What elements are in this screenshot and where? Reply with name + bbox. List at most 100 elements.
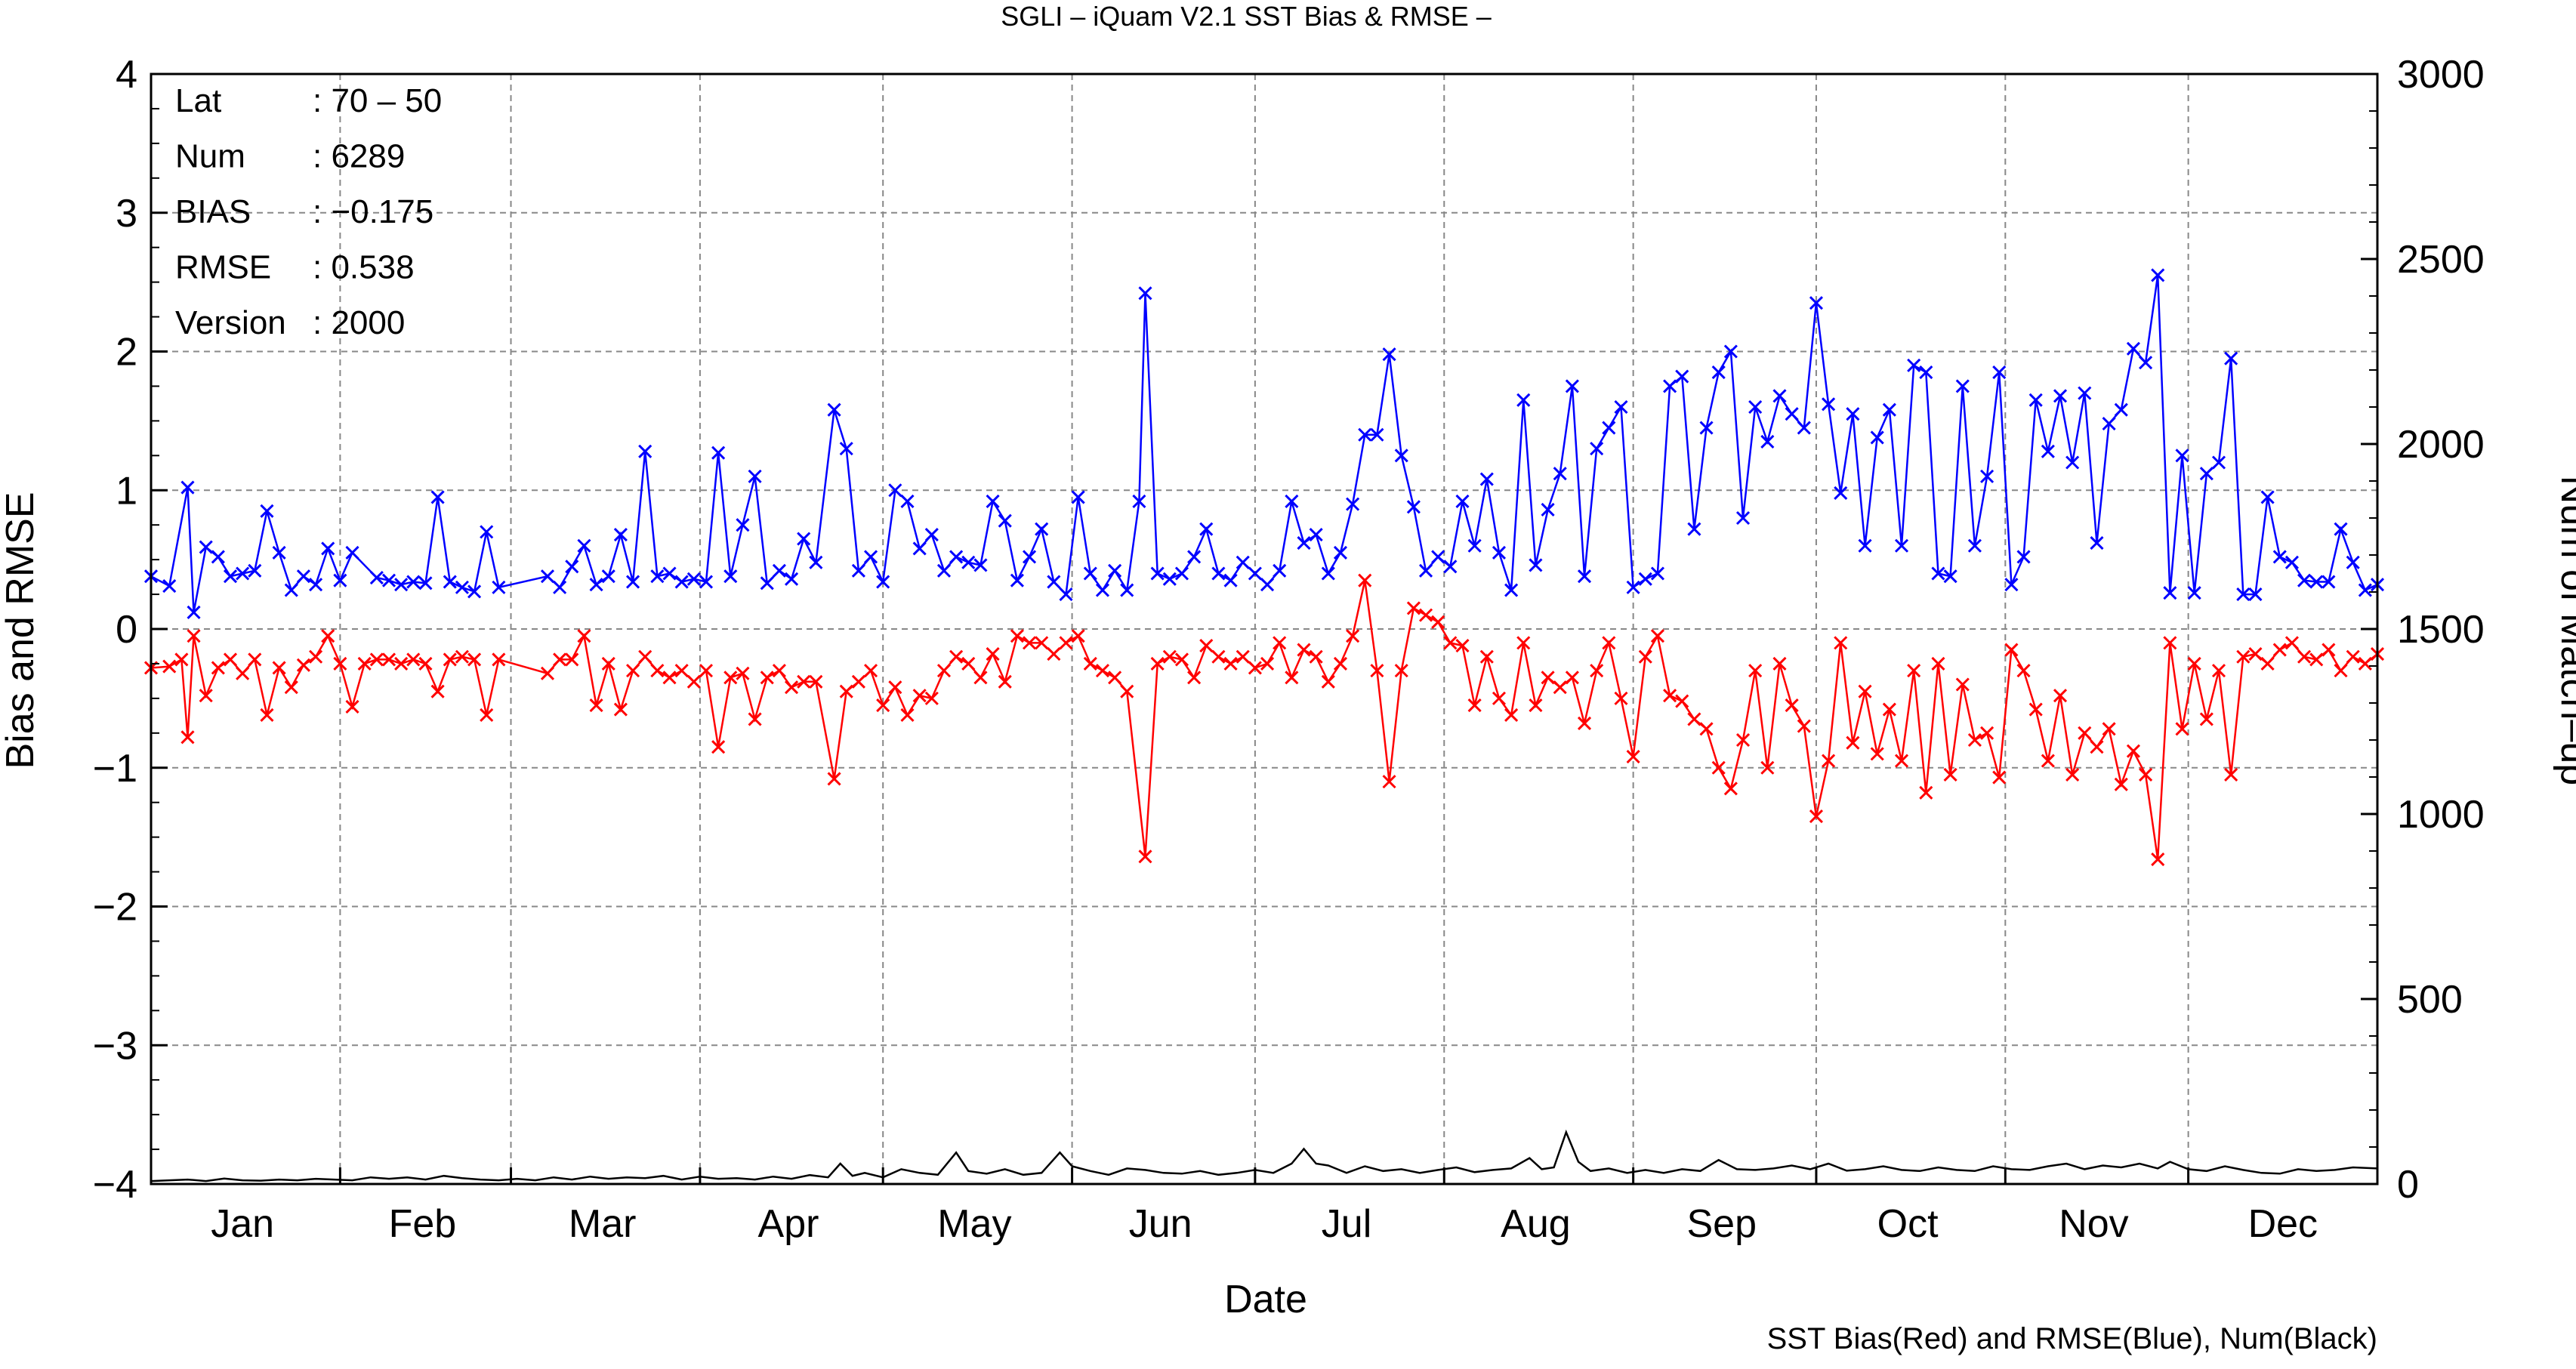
x-tick-label: May bbox=[937, 1202, 1011, 1246]
data-point bbox=[1967, 732, 1982, 748]
data-point bbox=[480, 708, 494, 722]
data-point bbox=[924, 527, 939, 542]
data-point bbox=[1138, 849, 1152, 864]
data-point bbox=[1809, 296, 1824, 310]
data-point bbox=[455, 580, 469, 594]
data-point bbox=[2041, 444, 2055, 458]
data-point bbox=[961, 555, 976, 569]
data-point bbox=[565, 652, 579, 667]
data-point bbox=[1223, 573, 1238, 587]
data-point bbox=[467, 652, 482, 667]
data-point bbox=[2199, 467, 2214, 481]
data-point bbox=[2016, 550, 2031, 564]
data-point bbox=[1108, 671, 1122, 685]
data-point bbox=[1577, 569, 1592, 584]
data-point bbox=[1479, 472, 1494, 486]
data-point bbox=[1602, 636, 1616, 650]
data-point bbox=[1022, 636, 1037, 650]
stat-value: : −0.175 bbox=[313, 193, 433, 230]
data-point bbox=[223, 652, 238, 667]
data-point bbox=[180, 480, 195, 495]
data-point bbox=[2346, 649, 2360, 664]
data-point bbox=[162, 659, 177, 674]
chart-footnote: SST Bias(Red) and RMSE(Blue), Num(Black) bbox=[1767, 1322, 2377, 1355]
data-point bbox=[1870, 430, 1884, 445]
data-point bbox=[1443, 560, 1458, 574]
data-point bbox=[1858, 684, 1872, 698]
data-point bbox=[1797, 719, 1811, 733]
data-point bbox=[406, 652, 421, 667]
data-point bbox=[851, 674, 865, 689]
x-tick-label: Feb bbox=[389, 1202, 457, 1246]
data-point bbox=[2358, 583, 2372, 597]
data-point bbox=[577, 538, 591, 553]
data-point bbox=[1162, 649, 1177, 664]
data-point bbox=[662, 671, 677, 685]
data-point bbox=[986, 647, 1000, 661]
data-point bbox=[1273, 563, 1287, 578]
data-point bbox=[1919, 365, 1933, 380]
data-point bbox=[1650, 629, 1665, 643]
data-point bbox=[1162, 572, 1177, 586]
y2-tick-label: 1000 bbox=[2397, 793, 2485, 837]
data-point bbox=[381, 573, 396, 587]
data-point bbox=[1699, 421, 1714, 435]
data-point bbox=[162, 578, 177, 594]
data-point bbox=[394, 656, 409, 671]
data-point bbox=[345, 545, 359, 560]
data-point bbox=[638, 649, 652, 664]
data-point bbox=[711, 740, 726, 754]
data-point bbox=[2065, 767, 2080, 782]
data-point bbox=[961, 656, 976, 671]
data-point bbox=[936, 563, 952, 578]
data-point bbox=[467, 584, 482, 599]
data-point bbox=[1431, 550, 1445, 564]
data-point bbox=[797, 674, 811, 689]
data-point bbox=[357, 656, 372, 671]
series-bias bbox=[143, 573, 2385, 867]
data-point bbox=[949, 649, 964, 664]
data-point bbox=[1406, 601, 1421, 615]
data-point bbox=[565, 560, 579, 574]
data-point bbox=[2297, 573, 2312, 587]
data-point bbox=[1907, 664, 1921, 678]
data-point bbox=[1772, 389, 1787, 403]
data-point bbox=[1346, 629, 1360, 643]
data-point bbox=[1010, 573, 1024, 587]
data-point bbox=[827, 402, 841, 417]
data-point bbox=[1406, 500, 1421, 514]
data-point bbox=[284, 680, 298, 695]
data-point bbox=[1516, 636, 1531, 650]
data-point bbox=[2272, 550, 2287, 564]
data-point bbox=[784, 572, 799, 586]
data-point bbox=[2065, 455, 2080, 470]
data-point bbox=[236, 566, 250, 581]
data-point bbox=[1333, 656, 1348, 671]
data-point bbox=[1382, 775, 1396, 789]
stat-value: : 2000 bbox=[313, 304, 405, 341]
data-point bbox=[1273, 636, 1287, 650]
data-point bbox=[613, 527, 628, 542]
data-point bbox=[1309, 527, 1323, 542]
data-point bbox=[1479, 649, 1494, 664]
data-point bbox=[1071, 629, 1085, 643]
data-point bbox=[797, 532, 811, 546]
data-point bbox=[924, 691, 939, 705]
data-point bbox=[2199, 712, 2214, 726]
data-point bbox=[686, 674, 701, 689]
data-point bbox=[1150, 656, 1165, 671]
data-point bbox=[1174, 652, 1189, 667]
data-point bbox=[1095, 664, 1110, 678]
data-point bbox=[443, 575, 457, 589]
data-point bbox=[1760, 434, 1775, 449]
data-point bbox=[888, 483, 902, 498]
data-point bbox=[1687, 712, 1701, 726]
data-point bbox=[2224, 351, 2238, 365]
data-point bbox=[1785, 407, 1799, 421]
data-point bbox=[998, 513, 1012, 528]
data-point bbox=[1797, 421, 1811, 435]
data-point bbox=[1309, 649, 1323, 664]
y-tick-label: −1 bbox=[93, 747, 137, 791]
data-point bbox=[1602, 421, 1616, 435]
